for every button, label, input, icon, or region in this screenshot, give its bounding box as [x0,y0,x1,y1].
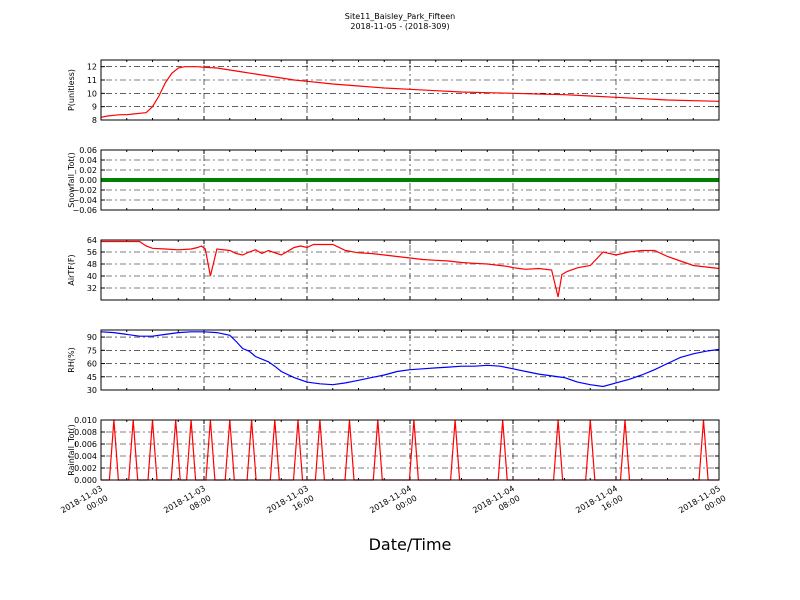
y-tick-label: 45 [87,373,97,382]
series-line [100,66,720,118]
panel-2: −0.06−0.04−0.020.000.020.040.06Snowfall_… [67,146,720,215]
y-axis-label: AirTF(F) [67,254,76,285]
plot-frame [100,419,720,481]
series-line [101,240,720,298]
plot-frame [100,149,720,211]
y-tick-label: 40 [87,272,97,281]
panels: 89101112P(unitless)−0.06−0.04−0.020.000.… [67,59,720,485]
plot-frame [100,59,720,121]
y-tick-label: 12 [87,63,97,72]
y-tick-label: 56 [87,248,97,257]
x-tick-label: 2018-11-0500:00 [677,484,727,525]
y-tick-label: 64 [87,236,97,245]
y-tick-label: −0.06 [72,206,97,215]
y-tick-label: 0.00 [79,176,97,185]
x-tick-label: 2018-11-0300:00 [59,484,109,525]
y-tick-label: 0.000 [74,476,97,485]
y-axis-label: Snowfall_Tot() [67,152,76,208]
panel-1: 8 9 10 11 12 P(unitless) [67,59,720,125]
y-tick-label: 11 [87,76,97,85]
y-tick-label: 30 [87,386,97,395]
y-tick-label: 48 [87,260,97,269]
y-tick-label: −0.04 [72,196,97,205]
x-tick-label: 2018-11-0408:00 [471,484,521,525]
y-tick-label: 8 [92,116,97,125]
y-axis-label: RH(%) [67,347,76,372]
x-axis-label: Date/Time [369,535,452,554]
x-tick-label: 2018-11-0400:00 [368,484,418,525]
y-tick-label: 0.008 [74,428,97,437]
plot-frame [100,329,720,391]
panel-5: 0.000 0.002 0.004 0.006 0.008 0.010Rainfall_T… [67,416,720,485]
y-tick-label: 0.002 [74,464,97,473]
y-tick-label: 60 [87,360,97,369]
y-tick-label: 0.010 [74,416,97,425]
plot-frame [100,239,720,301]
y-tick-label: 0.006 [74,440,97,449]
figure-title: Site11_Baisley_Park_Fifteen [345,12,455,21]
y-tick-label: 0.06 [79,146,97,155]
x-tick-label: 2018-11-0308:00 [162,484,212,525]
x-tick-label: 2018-11-0416:00 [574,484,624,525]
y-tick-label: −0.02 [72,186,97,195]
y-tick-label: 0.04 [79,156,97,165]
x-tick-labels: 2018-11-0300:00 2018-11-0308:00 2018-11-03… [59,484,727,525]
y-tick-label: 32 [87,284,97,293]
panel-4: 30 45 60 75 90 RH(%) [67,329,720,395]
figure-subtitle: 2018-11-05 - (2018-309) [350,22,449,31]
panel-3: 32 40 48 56 64 AirTF(F) [67,236,720,301]
y-tick-label: 0.02 [79,166,97,175]
y-axis-label: Rainfall_Tot() [67,424,76,476]
y-tick-label: 90 [87,333,97,342]
x-tick-label: 2018-11-0316:00 [265,484,315,525]
y-tick-label: 0.004 [74,452,97,461]
y-tick-label: 9 [92,103,97,112]
y-axis-label: P(unitless) [67,69,76,111]
y-tick-label: 10 [87,89,97,98]
series-line [100,331,720,388]
y-tick-label: 75 [87,346,97,355]
